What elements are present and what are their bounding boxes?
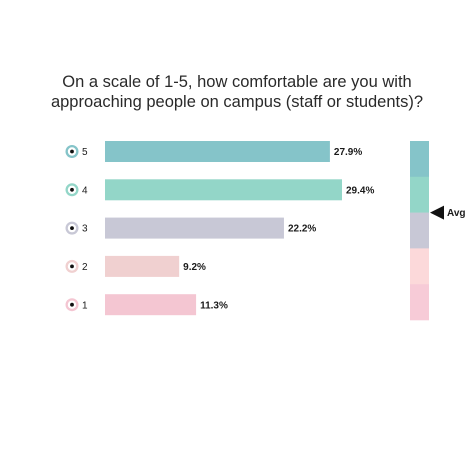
value-label: 27.9% bbox=[334, 147, 362, 158]
category-label: 5 bbox=[82, 147, 88, 158]
scale-segment-1 bbox=[410, 284, 429, 321]
bar-5 bbox=[105, 141, 330, 162]
category-label: 3 bbox=[82, 224, 88, 235]
category-label: 4 bbox=[82, 185, 88, 196]
bars-layer: 5 27.9% 4 29.4% 3 22.2% 2 9.2% 1 11.3% bbox=[65, 141, 374, 316]
avg-label: Avg bbox=[447, 208, 466, 219]
value-label: 11.3% bbox=[200, 300, 228, 311]
bar-4 bbox=[105, 179, 342, 201]
bar-3 bbox=[105, 217, 284, 239]
avg-arrow-icon bbox=[430, 205, 444, 220]
avg-indicator: Avg bbox=[430, 205, 466, 220]
option-dot-center-5 bbox=[70, 149, 74, 154]
option-dot-center-4 bbox=[70, 187, 74, 192]
scale-segment-3 bbox=[410, 212, 429, 249]
option-dot-center-3 bbox=[70, 226, 74, 231]
scale-strip bbox=[410, 141, 429, 321]
option-dot-center-2 bbox=[70, 264, 74, 269]
scale-segment-2 bbox=[410, 248, 429, 285]
value-label: 29.4% bbox=[346, 185, 374, 196]
option-dot-center-1 bbox=[70, 302, 74, 307]
bar-2 bbox=[105, 255, 180, 277]
value-label: 22.2% bbox=[288, 224, 316, 235]
category-label: 1 bbox=[82, 300, 88, 311]
scale-segment-4 bbox=[410, 176, 429, 213]
chart-title: On a scale of 1-5, how comfortable are y… bbox=[50, 73, 424, 111]
category-label: 2 bbox=[82, 262, 88, 273]
value-label: 9.2% bbox=[183, 262, 206, 273]
bar-1 bbox=[105, 294, 197, 316]
scale-segment-5 bbox=[410, 141, 429, 178]
